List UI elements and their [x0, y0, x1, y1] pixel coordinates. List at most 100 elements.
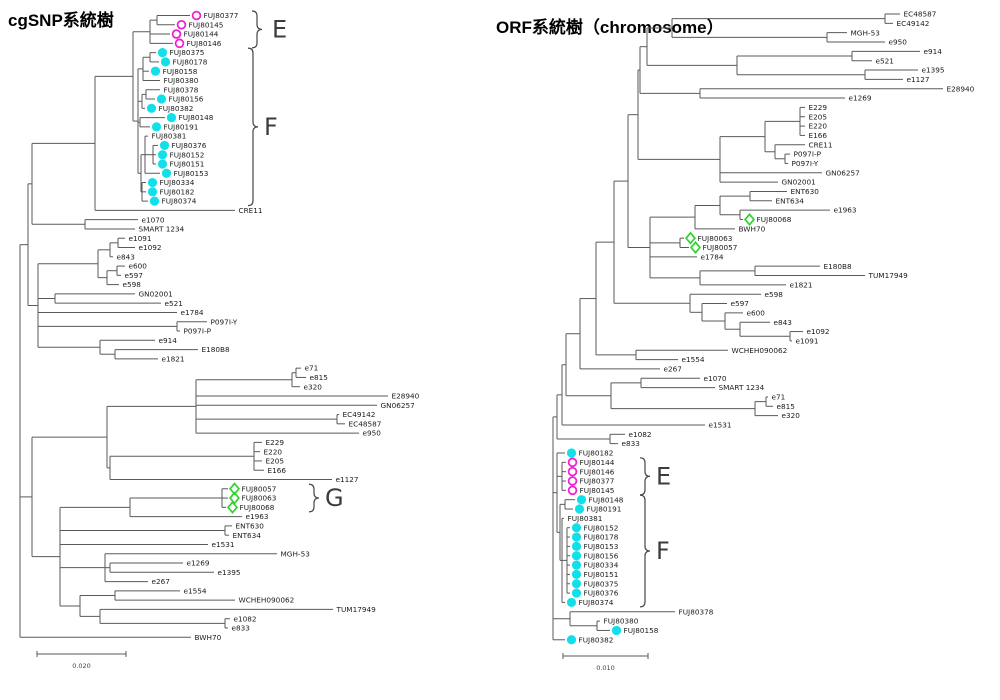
leaf-label: FUJ80146: [187, 39, 222, 48]
leaf-label: FUJ80148: [589, 495, 624, 504]
group-brace: [639, 494, 651, 608]
leaf-label: TUM17949: [336, 605, 377, 614]
leaf-label: FUJ80182: [160, 187, 195, 196]
group-label: E: [656, 462, 671, 490]
leaf-label: FUJ80378: [679, 607, 714, 616]
magenta-circle-marker: [176, 19, 187, 30]
leaf-label: e815: [310, 373, 328, 382]
leaf-label: e833: [232, 624, 251, 633]
leaf-label: FUJ80376: [584, 589, 619, 598]
leaf-label: e320: [782, 411, 801, 420]
leaf-label: FUJ80374: [162, 197, 197, 206]
leaf-label: GN06257: [381, 401, 416, 410]
leaf-label: FUJ80191: [587, 505, 622, 514]
green-diamond-marker: [226, 500, 239, 514]
leaf-label: FUJ80158: [624, 626, 659, 635]
cyan-dot-marker: [571, 523, 582, 533]
cyan-dot-marker: [147, 187, 158, 197]
leaf-label: FUJ80377: [204, 11, 239, 20]
cyan-dot-marker: [566, 448, 577, 458]
leaf-label: E28940: [947, 84, 975, 93]
leaf-label: e598: [765, 290, 784, 299]
leaf-label: P097I-P: [794, 150, 822, 159]
cyan-dot-marker: [157, 150, 168, 160]
leaf-label: WCHEH090062: [732, 346, 788, 355]
leaf-label: e320: [304, 382, 323, 391]
leaf-label: CRE11: [239, 206, 263, 215]
leaf-label: E180B8: [202, 345, 231, 354]
leaf-label: e1821: [790, 280, 813, 289]
leaf-label: FUJ80375: [584, 579, 619, 588]
leaf-label: FUJ80148: [179, 113, 214, 122]
leaf-label: e1821: [162, 354, 185, 363]
leaf-label: E229: [809, 103, 828, 112]
leaf-label: FUJ80153: [174, 169, 209, 178]
leaf-label: e1531: [709, 421, 732, 430]
cyan-dot-marker: [571, 569, 582, 580]
group-label: G: [325, 484, 344, 512]
leaf-label: FUJ80068: [240, 503, 275, 512]
cyan-dot-marker: [566, 635, 577, 645]
leaf-label: FUJ80144: [580, 458, 615, 467]
cyan-dot-marker: [611, 625, 622, 636]
leaf-label: EC48587: [349, 419, 382, 428]
cyan-dot-marker: [571, 579, 582, 589]
leaf-label: FUJ80191: [164, 122, 199, 131]
leaf-label: FUJ80151: [170, 160, 205, 169]
leaf-label: ENT634: [233, 531, 262, 540]
magenta-circle-marker: [174, 38, 185, 49]
cyan-dot-marker: [571, 551, 582, 561]
leaf-label: e1784: [181, 308, 204, 317]
leaf-label: FUJ80151: [584, 570, 619, 579]
leaf-label: P097I-P: [184, 327, 212, 336]
leaf-label: EC48587: [904, 10, 937, 19]
leaf-label: e1269: [849, 94, 872, 103]
leaf-label: e521: [876, 56, 894, 65]
leaf-label: FUJ80334: [584, 561, 619, 570]
leaf-label: e71: [305, 364, 319, 373]
group-brace: [247, 47, 259, 207]
left-tree-title: cgSNP系統樹: [8, 11, 114, 30]
magenta-circle-marker: [567, 457, 578, 468]
leaf-label: SMART 1234: [139, 225, 185, 234]
leaf-label: FUJ80377: [580, 477, 615, 486]
leaf-label: e1070: [142, 215, 165, 224]
leaf-label: SMART 1234: [719, 383, 765, 392]
cyan-dot-marker: [571, 588, 582, 598]
leaf-label: E205: [266, 457, 285, 466]
leaf-label: FUJ80156: [584, 551, 619, 560]
leaf-label: FUJ80382: [579, 635, 614, 644]
leaf-label: e843: [774, 318, 793, 327]
leaf-label: FUJ80145: [189, 20, 224, 29]
magenta-circle-marker: [567, 476, 578, 486]
leaf-label: e914: [924, 47, 943, 56]
leaf-label: ENT630: [236, 522, 265, 531]
leaf-label: FUJ80381: [568, 514, 603, 523]
cyan-dot-marker: [571, 560, 582, 570]
cyan-dot-marker: [576, 495, 587, 505]
cyan-dot-marker: [571, 532, 582, 542]
cyan-dot-marker: [150, 66, 161, 76]
leaf-label: E166: [268, 466, 287, 475]
leaf-label: e1082: [234, 614, 257, 623]
leaf-label: MGH-53: [851, 28, 881, 37]
leaf-label: e1127: [907, 75, 930, 84]
leaf-label: FUJ80376: [172, 141, 207, 150]
cyan-dot-marker: [157, 48, 168, 58]
leaf-label: e267: [152, 577, 171, 586]
leaf-label: FUJ80144: [184, 30, 219, 39]
leaf-label: FUJ80158: [163, 67, 198, 76]
leaf-label: FUJ80378: [164, 85, 199, 94]
cyan-dot-marker: [160, 57, 171, 67]
leaf-label: FUJ80145: [580, 486, 615, 495]
leaf-label: FUJ80146: [580, 467, 615, 476]
group-brace: [639, 457, 651, 496]
leaf-label: FUJ80063: [698, 234, 733, 243]
leaf-label: E229: [266, 438, 285, 447]
cyan-dot-marker: [161, 168, 172, 178]
leaf-label: e1070: [704, 374, 727, 383]
leaf-label: TUM17949: [868, 271, 909, 280]
group-label: E: [272, 15, 287, 43]
leaf-label: e914: [159, 336, 178, 345]
leaf-label: E205: [809, 112, 828, 121]
